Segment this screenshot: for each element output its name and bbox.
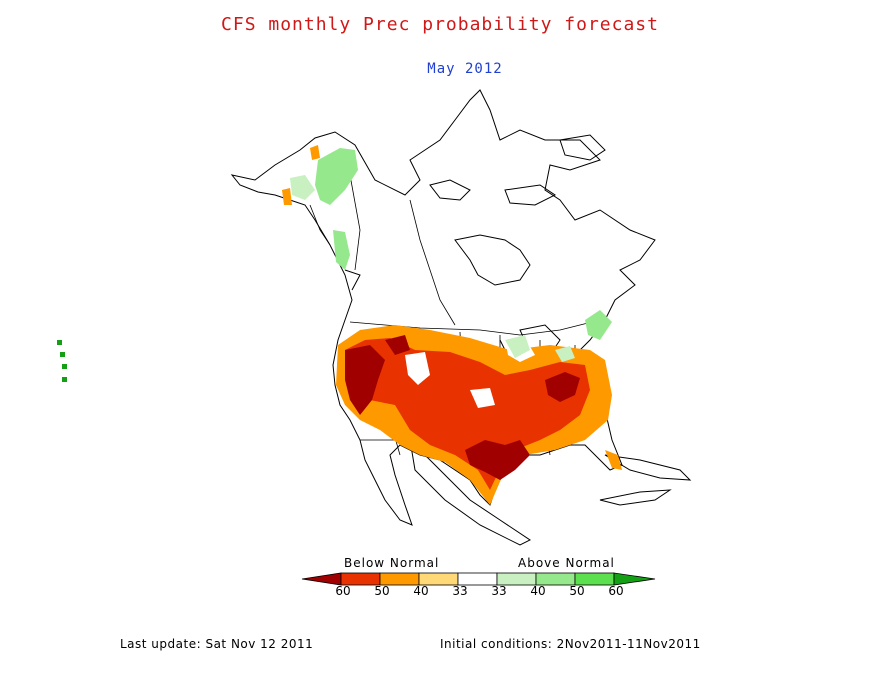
below-33-region (470, 388, 495, 408)
below-normal-probability (282, 145, 622, 505)
chart-title: CFS monthly Prec probability forecast (221, 14, 659, 35)
legend-tick: 50 (569, 584, 585, 598)
legend-tick: 33 (452, 584, 468, 598)
legend-tick: 33 (491, 584, 507, 598)
above-60-region (62, 377, 67, 382)
legend-below-normal-label: Below Normal (344, 556, 440, 570)
below-40-region (605, 450, 622, 470)
legend-above-normal-label: Above Normal (518, 556, 615, 570)
below-40-region (310, 145, 320, 160)
above-normal-probability (57, 148, 612, 382)
legend-tick: 50 (374, 584, 390, 598)
above-40-region (315, 148, 358, 205)
below-33-region (405, 352, 430, 385)
above-33-region (555, 346, 575, 362)
above-40-region (333, 230, 350, 270)
last-update-text: Last update: Sat Nov 12 2011 (120, 637, 314, 651)
below-60-region (465, 440, 530, 480)
above-60-region (60, 352, 65, 357)
below-60-region (345, 345, 385, 415)
above-40-region (585, 310, 612, 340)
below-60-region (545, 372, 580, 402)
legend-tick: 60 (335, 584, 351, 598)
below-40-region (282, 188, 292, 205)
above-60-region (57, 340, 62, 345)
landmass-outline (230, 89, 692, 546)
legend-cell-above-60-arrow (613, 572, 656, 586)
legend-tick: 40 (413, 584, 429, 598)
above-33-region (505, 335, 530, 358)
initial-conditions-text: Initial conditions: 2Nov2011-11Nov2011 (440, 637, 701, 651)
forecast-period: May 2012 (427, 61, 503, 77)
below-50-region (345, 338, 590, 490)
color-legend-bar (301, 572, 656, 586)
above-60-region (62, 364, 67, 369)
legend-tick: 60 (608, 584, 624, 598)
above-33-region (290, 175, 315, 200)
below-60-region (385, 335, 410, 355)
legend-tick: 40 (530, 584, 546, 598)
